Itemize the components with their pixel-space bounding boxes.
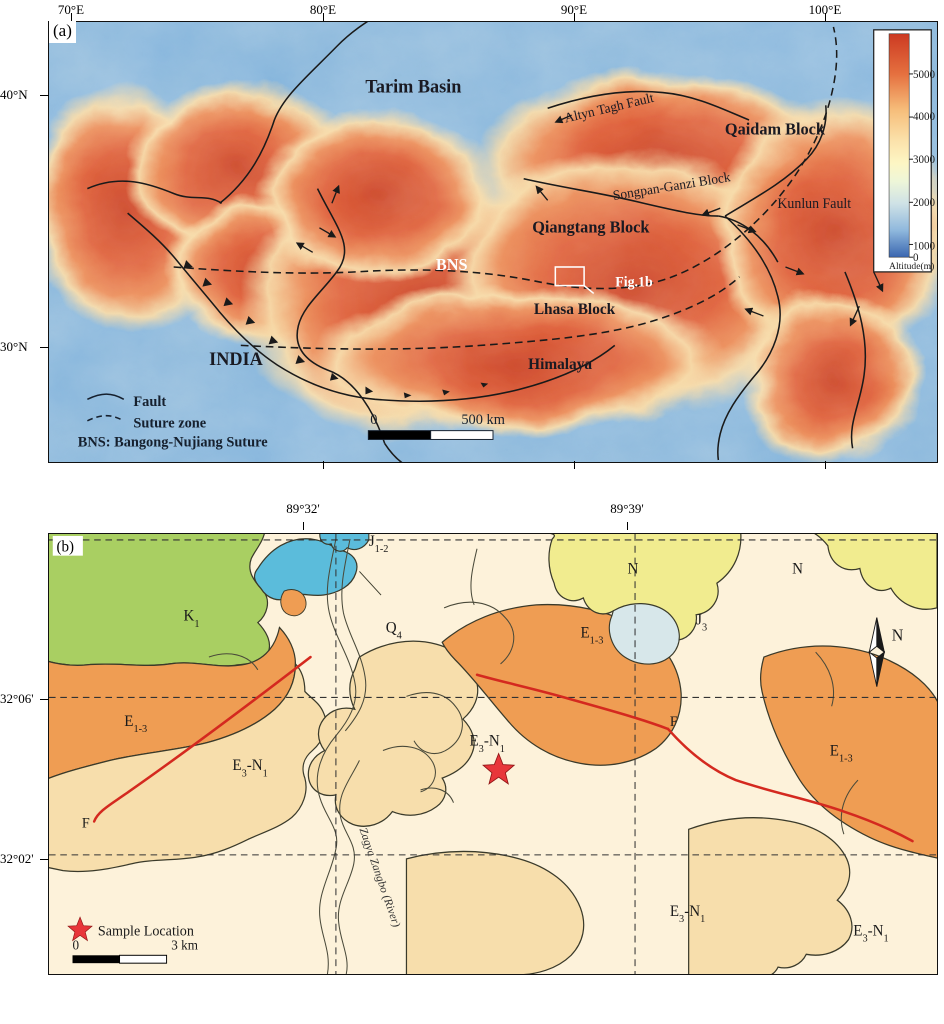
svg-text:4000: 4000	[913, 111, 935, 123]
svg-text:Suture zone: Suture zone	[133, 416, 206, 432]
svg-text:Fig.1b: Fig.1b	[615, 274, 653, 290]
svg-text:BNS: Bangong-Nujiang Suture: BNS: Bangong-Nujiang Suture	[78, 434, 268, 450]
svg-text:N: N	[628, 560, 639, 577]
svg-text:Qaidam Block: Qaidam Block	[725, 120, 826, 139]
svg-text:Tarim Basin: Tarim Basin	[365, 76, 461, 96]
svg-text:Fault: Fault	[133, 394, 166, 410]
svg-text:0: 0	[73, 937, 80, 952]
svg-text:2000: 2000	[913, 197, 935, 209]
svg-text:(b): (b)	[57, 538, 75, 555]
svg-text:3000: 3000	[913, 154, 935, 166]
svg-text:Lhasa Block: Lhasa Block	[534, 301, 616, 318]
svg-text:F: F	[82, 815, 90, 831]
svg-text:N: N	[792, 560, 803, 577]
svg-text:0: 0	[370, 412, 377, 428]
svg-text:N: N	[892, 625, 904, 644]
svg-text:F: F	[670, 714, 678, 730]
svg-text:Himalaya: Himalaya	[528, 356, 592, 373]
svg-text:BNS: BNS	[436, 255, 468, 274]
svg-text:Kunlun Fault: Kunlun Fault	[777, 196, 851, 212]
svg-text:500 km: 500 km	[461, 412, 505, 428]
svg-text:INDIA: INDIA	[209, 349, 263, 369]
svg-text:Altitude(m): Altitude(m)	[889, 261, 934, 272]
svg-text:Qiangtang Block: Qiangtang Block	[532, 218, 650, 237]
svg-text:1000: 1000	[913, 240, 935, 252]
svg-text:5000: 5000	[913, 69, 935, 81]
svg-text:3 km: 3 km	[171, 937, 198, 952]
